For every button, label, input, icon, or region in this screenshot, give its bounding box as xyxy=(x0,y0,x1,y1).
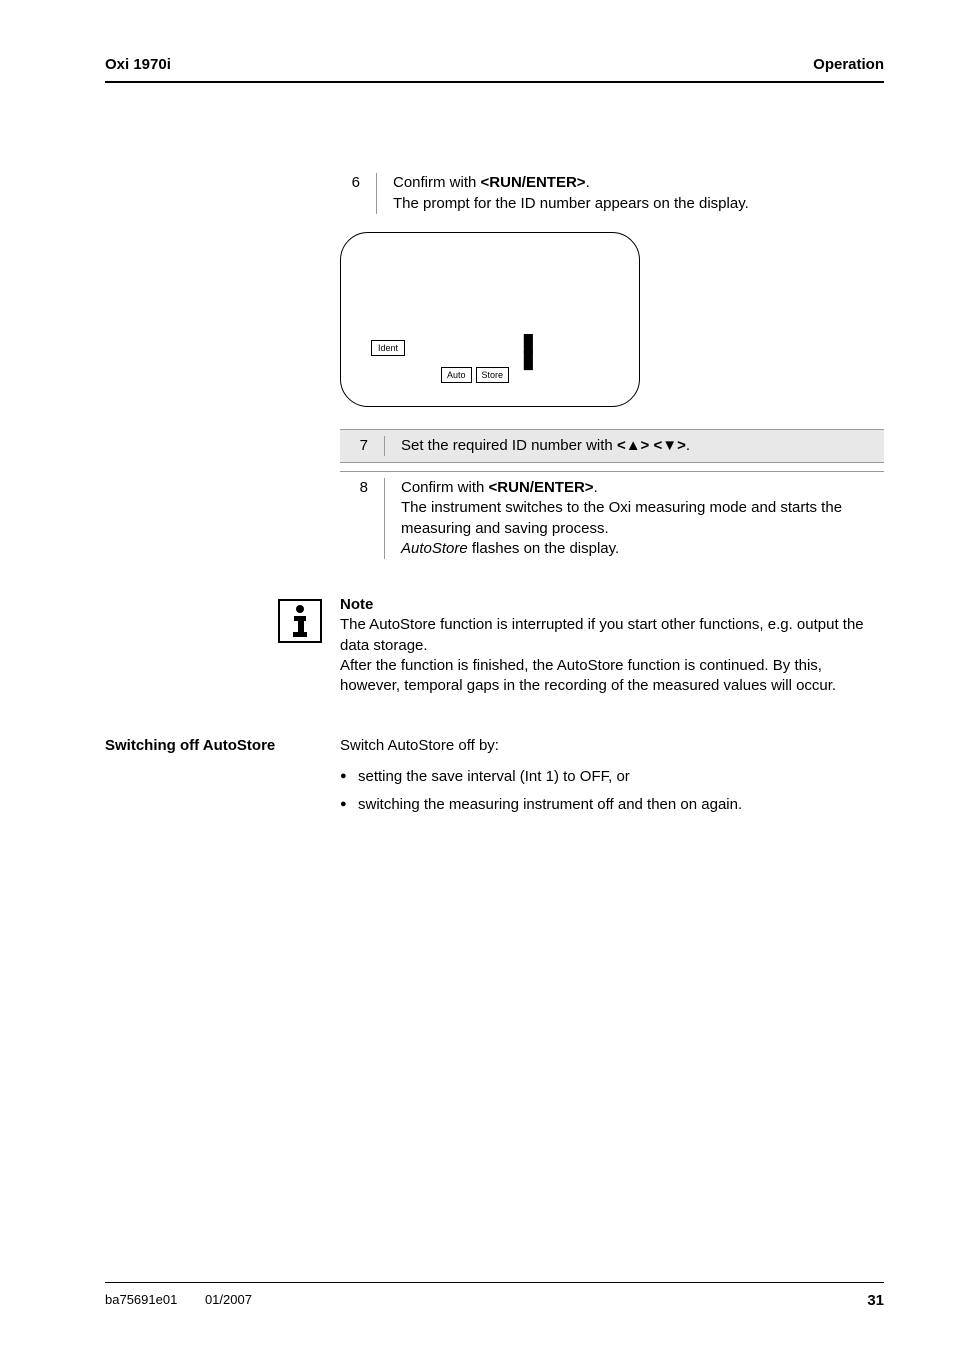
info-icon xyxy=(278,599,322,643)
store-indicator: Store xyxy=(476,367,510,383)
step-number: 6 xyxy=(340,173,360,193)
list-item: switching the measuring instrument off a… xyxy=(340,795,742,815)
switching-off-label: Switching off AutoStore xyxy=(105,736,340,756)
step-text: Confirm with <RUN/ENTER>. The instrument… xyxy=(401,478,876,559)
step-divider xyxy=(384,478,385,559)
list-item: setting the save interval (Int 1) to OFF… xyxy=(340,767,742,787)
ident-indicator: Ident xyxy=(371,340,405,356)
note-block: Note The AutoStore function is interrupt… xyxy=(278,595,884,696)
header-product: Oxi 1970i xyxy=(105,55,171,75)
header-section: Operation xyxy=(813,55,884,75)
step-number: 8 xyxy=(348,478,368,498)
switching-off-body: Switch AutoStore off by: setting the sav… xyxy=(340,736,742,823)
step-divider xyxy=(376,173,377,214)
footer-page-number: 31 xyxy=(867,1291,884,1311)
auto-indicator: Auto xyxy=(441,367,472,383)
step-6: 6 Confirm with <RUN/ENTER>. The prompt f… xyxy=(340,173,884,214)
step-text: Set the required ID number with <▲> <▼>. xyxy=(401,436,876,456)
page-footer: ba75691e01 01/2007 31 xyxy=(105,1282,884,1311)
note-heading: Note xyxy=(340,595,884,615)
step-7: 7 Set the required ID number with <▲> <▼… xyxy=(340,429,884,463)
step-number: 7 xyxy=(348,436,368,456)
note-paragraph: After the function is finished, the Auto… xyxy=(340,656,884,697)
step-8: 8 Confirm with <RUN/ENTER>. The instrume… xyxy=(340,471,884,565)
footer-doc-code: ba75691e01 xyxy=(105,1292,177,1307)
note-paragraph: The AutoStore function is interrupted if… xyxy=(340,615,884,656)
step-text: Confirm with <RUN/ENTER>. The prompt for… xyxy=(393,173,884,214)
instrument-display: ▮ ▮ Ident AutoStore xyxy=(340,232,640,407)
step-divider xyxy=(384,436,385,456)
footer-date: 01/2007 xyxy=(205,1292,252,1307)
